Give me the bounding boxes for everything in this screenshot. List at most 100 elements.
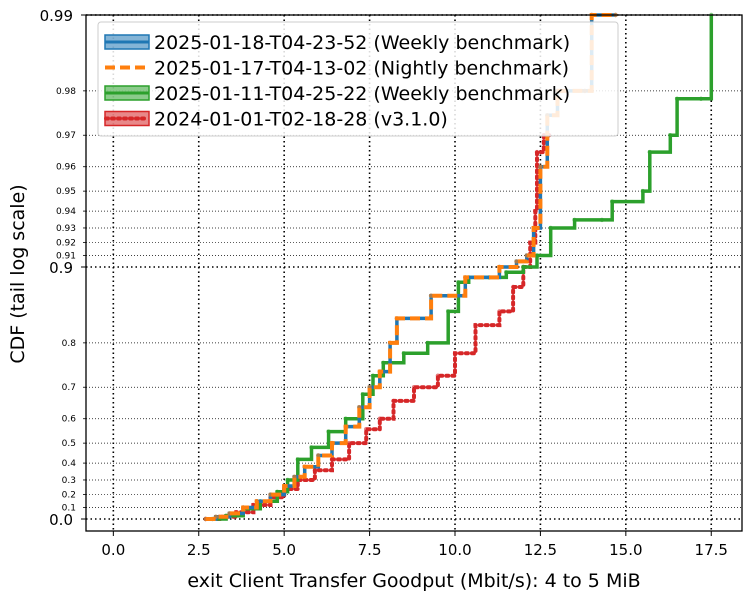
y-minor-tick-label: 0.7 [62,383,76,393]
series-point-3 [528,240,533,245]
series-point-1 [213,514,218,519]
series-point-1 [538,164,543,169]
legend-label: 2025-01-17-T04-13-02 (Nightly benchmark) [154,58,569,80]
series-point-3 [452,351,458,356]
series-point-1 [203,516,208,522]
x-tick-label: 10.0 [438,541,471,559]
series-point-2 [401,351,406,356]
y-minor-tick-label: 0.5 [62,439,76,449]
series-point-1 [394,316,400,321]
series-point-2 [640,188,646,194]
series-point-1 [268,492,273,497]
y-major-tick-label: 0.99 [40,7,73,25]
series-point-3 [411,385,417,390]
x-tick-label: 12.5 [524,541,557,559]
x-tick-label: 15.0 [609,541,642,559]
y-minor-tick-label: 0.6 [62,415,77,425]
series-point-3 [364,427,369,432]
series-point-2 [572,217,577,223]
series-point-1 [316,453,321,458]
series-point-3 [329,457,335,462]
tick-labels: 0.0 2.5 5.0 7.5 10.0 12.5 15.0 17.5 0.1 0.2 0.3 0.4… [40,7,728,559]
series-point-1 [329,440,335,446]
series-point-3 [533,208,538,214]
series-point-1 [282,483,287,489]
series-point-3 [510,284,516,290]
series-point-2 [425,340,430,346]
series-point-3 [391,398,396,404]
series-point-1 [227,511,232,516]
y-minor-tick-label: 0.1 [62,503,76,513]
x-tick-label: 7.5 [358,541,382,559]
series-point-1 [357,405,362,410]
series-point-1 [497,264,502,270]
legend-box [97,21,619,137]
series-point-1 [292,474,297,479]
y-minor-tick-label: 0.91 [56,251,76,261]
x-axis-label: exit Client Transfer Goodput (Mbit/s): 4… [187,570,640,592]
series-point-1 [367,385,372,390]
series-point-3 [435,373,441,378]
series-point-1 [531,225,536,231]
series-point-1 [387,340,393,346]
y-minor-tick-label: 0.92 [56,239,76,249]
series-point-2 [674,96,680,102]
y-minor-tick-label: 0.2 [62,491,76,501]
series-point-2 [599,217,605,223]
series-point-3 [497,309,502,314]
y-minor-tick-label: 0.4 [62,459,77,469]
series-point-2 [285,477,290,483]
series-point-3 [377,416,382,421]
y-minor-tick-label: 0.8 [62,339,77,349]
series-point-2 [504,270,509,275]
series-point-2 [534,253,540,258]
y-minor-tick-label: 0.95 [56,187,76,197]
series-point-2 [295,457,300,462]
legend-label: 2024-01-01-T02-18-28 (v3.1.0) [154,109,448,131]
series-point-2 [698,96,704,102]
series-point-2 [668,133,673,138]
series-point-1 [514,259,519,264]
y-minor-tick-label: 0.93 [56,224,76,234]
series-layer [203,12,714,522]
series-point-1 [302,464,307,469]
legend-label: 2025-01-18-T04-23-52 (Weekly benchmark) [154,32,570,54]
series-line-1 [205,13,616,521]
x-tick-label: 17.5 [695,541,728,559]
y-minor-tick-label: 0.94 [56,207,76,217]
series-point-2 [370,373,376,378]
series-point-3 [312,468,318,473]
series-point-2 [647,149,652,155]
series-point-2 [343,416,348,421]
y-minor-tick-label: 0.3 [62,476,76,486]
y-minor-tick-label: 0.96 [56,163,76,173]
series-point-1 [524,253,529,258]
y-minor-tick-label: 0.97 [56,131,76,141]
x-tick-label: 5.0 [272,541,296,559]
series-point-2 [610,199,615,204]
series-point-3 [473,322,478,328]
series-point-1 [254,499,259,504]
legend: 2025-01-18-T04-23-52 (Weekly benchmark) 2… [97,21,619,137]
series-point-2 [446,309,451,314]
series-point-2 [548,225,553,231]
series-point-2 [326,429,331,434]
y-minor-tick-label: 0.98 [56,87,76,97]
series-point-2 [521,264,526,270]
series-point-2 [456,280,461,285]
legend-label: 2025-01-11-T04-25-22 (Weekly benchmark) [154,83,570,105]
series-point-3 [346,440,352,446]
series-point-1 [377,369,382,374]
y-axis-label: CDF (tail log scale) [7,184,29,363]
series-point-1 [241,505,246,510]
x-tick-label: 2.5 [187,541,211,559]
series-point-3 [534,149,540,155]
y-major-tick-label: 0.0 [49,511,73,529]
series-point-2 [381,360,386,365]
series-point-1 [463,275,468,280]
x-tick-label: 0.0 [101,541,125,559]
series-point-2 [309,445,314,450]
series-point-2 [360,392,365,397]
plot-frame [85,14,743,532]
